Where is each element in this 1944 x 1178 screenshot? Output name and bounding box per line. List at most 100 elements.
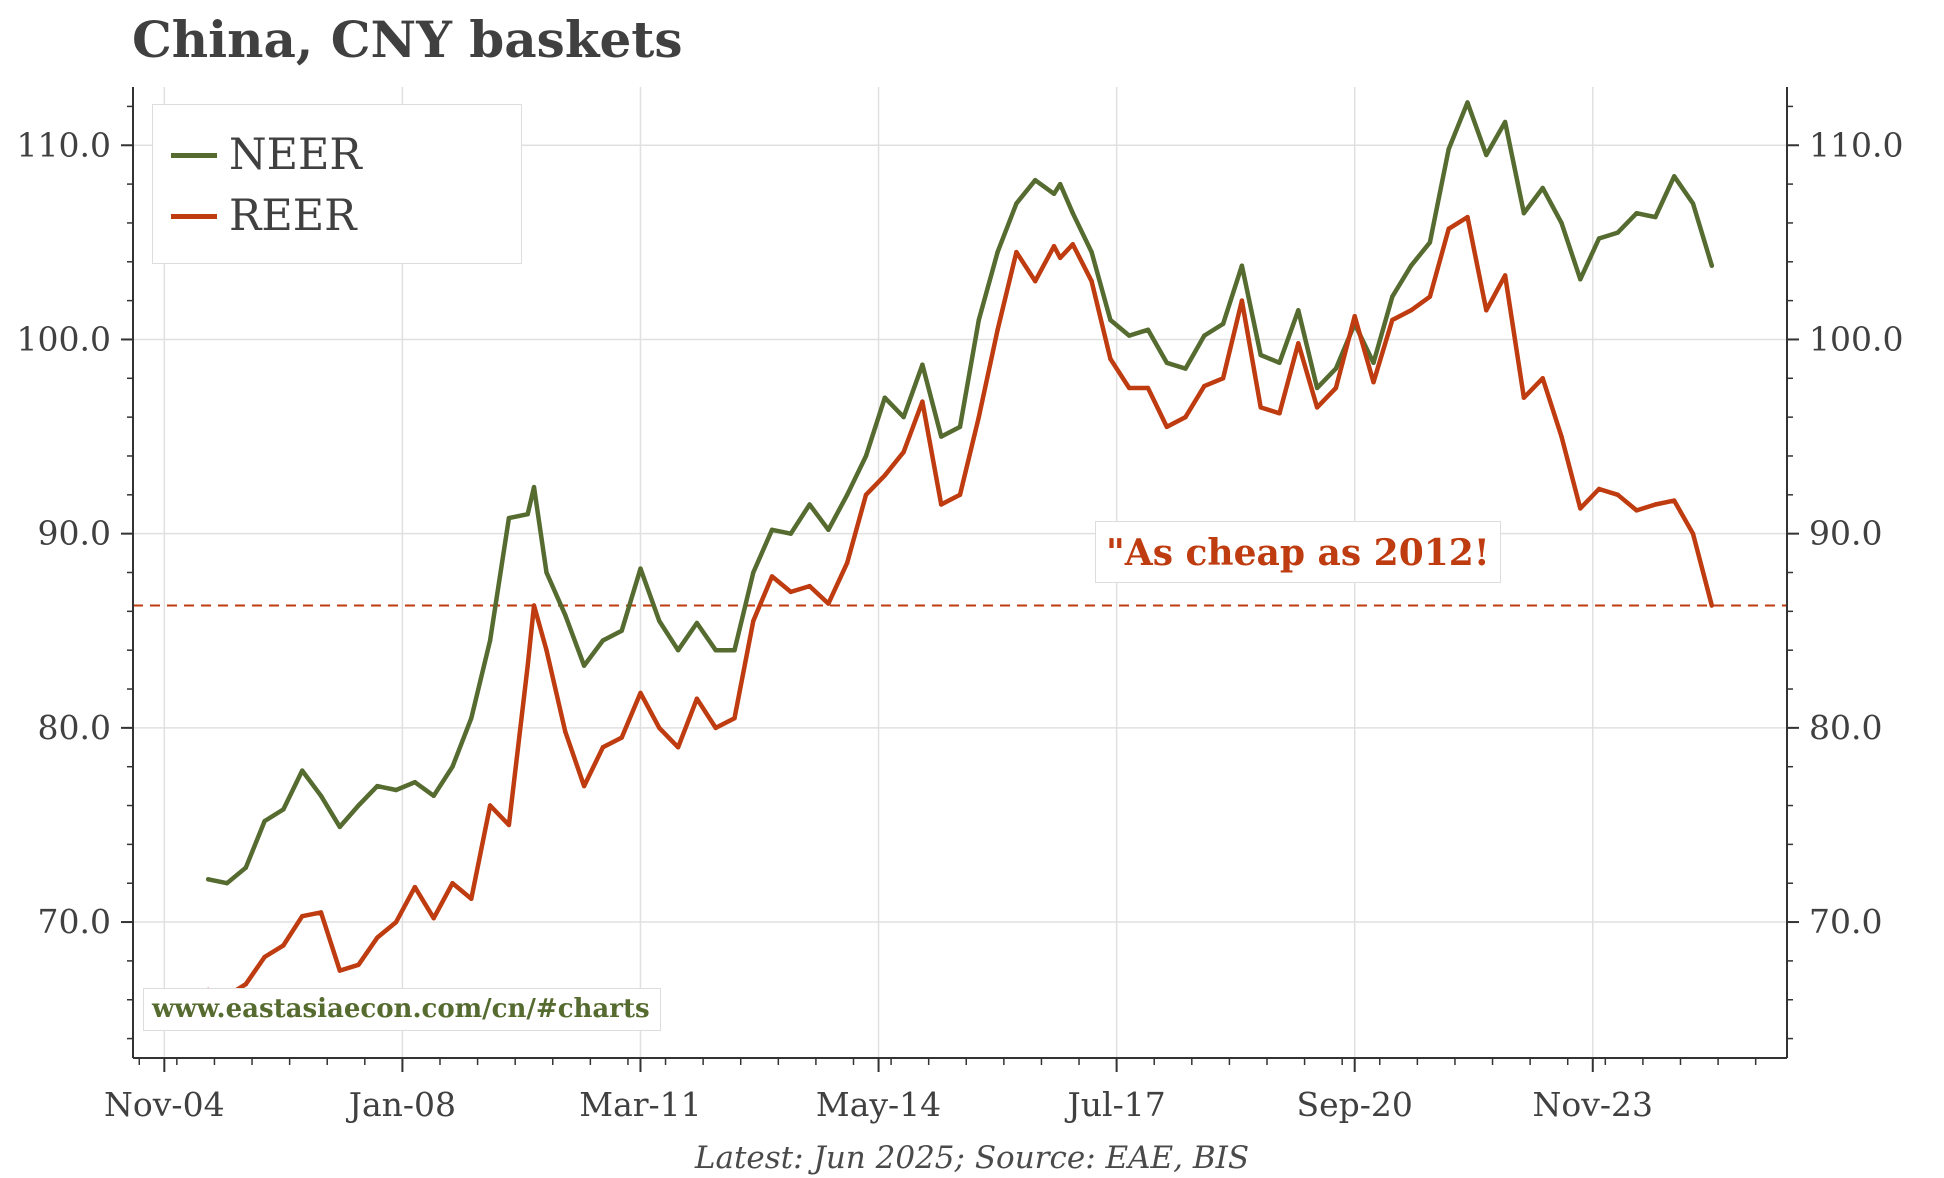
- data-point-reer: [1615, 492, 1621, 497]
- data-point-reer: [1108, 356, 1113, 362]
- data-point-reer: [1390, 317, 1395, 323]
- data-point-reer: [431, 916, 436, 921]
- data-point-reer: [525, 663, 530, 668]
- data-point-reer: [1596, 486, 1602, 492]
- data-point-neer: [788, 531, 793, 536]
- data-point-reer: [1540, 376, 1545, 381]
- data-point-reer: [863, 492, 869, 497]
- data-point-neer: [224, 881, 230, 886]
- data-point-reer: [1127, 385, 1132, 391]
- data-point-neer: [531, 484, 537, 490]
- data-point-reer: [1014, 249, 1019, 255]
- series-layer: [205, 100, 1715, 999]
- data-point-neer: [713, 648, 718, 653]
- data-point-neer: [506, 515, 512, 521]
- data-point-reer: [1258, 405, 1263, 410]
- data-point-neer: [826, 527, 831, 532]
- data-point-neer: [1183, 366, 1188, 371]
- x-tick-label: Nov-04: [104, 1085, 225, 1124]
- data-point-reer: [469, 896, 474, 901]
- data-point-neer: [1502, 119, 1508, 125]
- data-point-reer: [1484, 308, 1489, 313]
- y-tick-label-left: 100.0: [17, 319, 111, 358]
- data-point-reer: [901, 449, 906, 455]
- data-point-reer: [619, 735, 624, 740]
- data-point-reer: [769, 574, 775, 579]
- data-point-neer: [1465, 100, 1470, 105]
- data-point-neer: [431, 793, 436, 798]
- data-point-neer: [1058, 181, 1063, 187]
- x-tick-label: Jul-17: [1065, 1085, 1166, 1124]
- data-point-reer: [281, 943, 286, 948]
- data-point-neer: [487, 638, 493, 643]
- data-point-neer: [1220, 321, 1226, 327]
- data-point-neer: [1145, 327, 1151, 332]
- data-point-reer: [1578, 506, 1583, 511]
- data-point-neer: [1446, 146, 1451, 152]
- chart-legend: NEER REER: [152, 104, 522, 264]
- data-point-neer: [863, 453, 869, 459]
- data-point-neer: [1014, 201, 1019, 206]
- data-point-neer: [995, 249, 1000, 255]
- data-point-neer: [882, 395, 887, 400]
- data-point-reer: [1690, 531, 1696, 536]
- data-point-neer: [356, 803, 361, 808]
- legend-label-neer: NEER: [229, 130, 362, 180]
- data-point-reer: [243, 982, 248, 987]
- data-point-reer: [531, 603, 537, 608]
- x-tick-label: Sep-20: [1297, 1085, 1413, 1124]
- chart-annotation: "As cheap as 2012!: [1095, 521, 1501, 583]
- x-tick-label: Mar-11: [579, 1085, 701, 1124]
- data-point-neer: [1690, 201, 1696, 206]
- data-point-reer: [487, 803, 493, 808]
- data-point-neer: [1634, 211, 1639, 216]
- data-point-reer: [1089, 279, 1094, 284]
- data-point-neer: [1089, 249, 1094, 255]
- data-point-reer: [337, 968, 342, 973]
- data-point-reer: [450, 881, 455, 886]
- data-point-reer: [544, 648, 549, 653]
- data-point-reer: [713, 725, 718, 731]
- data-point-reer: [1183, 414, 1188, 420]
- data-point-neer: [1615, 230, 1621, 235]
- data-point-neer: [1202, 333, 1207, 338]
- data-point-neer: [563, 613, 568, 618]
- data-point-neer: [1427, 240, 1433, 245]
- data-point-reer: [1033, 279, 1038, 284]
- data-point-reer: [1220, 376, 1226, 381]
- data-point-reer: [939, 502, 944, 507]
- data-point-neer: [1408, 263, 1414, 268]
- data-point-neer: [920, 362, 925, 367]
- legend-item-reer: REER: [171, 191, 357, 241]
- y-tick-label-right: 70.0: [1809, 902, 1882, 941]
- y-tick-label-right: 110.0: [1809, 125, 1903, 164]
- data-point-neer: [375, 783, 380, 789]
- data-point-neer: [337, 824, 342, 830]
- legend-swatch-neer: [171, 152, 217, 158]
- website-watermark[interactable]: www.eastasiaecon.com/cn/#charts: [143, 988, 661, 1031]
- data-point-neer: [1333, 366, 1339, 371]
- data-point-reer: [920, 399, 925, 404]
- data-point-reer: [1408, 308, 1414, 313]
- data-point-neer: [1239, 263, 1245, 268]
- data-point-reer: [1427, 294, 1433, 299]
- data-point-reer: [1058, 255, 1063, 261]
- y-tick-label-left: 70.0: [38, 902, 111, 941]
- data-point-reer: [1446, 226, 1451, 231]
- y-tick-label-right: 80.0: [1809, 708, 1882, 747]
- data-point-reer: [1465, 214, 1470, 220]
- data-point-neer: [412, 780, 418, 785]
- data-point-reer: [318, 910, 324, 915]
- data-point-reer: [732, 716, 737, 721]
- data-point-reer: [957, 492, 963, 497]
- data-point-reer: [694, 696, 700, 701]
- data-point-neer: [206, 877, 211, 882]
- data-point-neer: [769, 527, 775, 532]
- data-point-neer: [807, 502, 812, 507]
- y-tick-label-left: 110.0: [17, 125, 111, 164]
- y-tick-label-left: 80.0: [38, 708, 111, 747]
- data-point-neer: [1070, 211, 1076, 216]
- legend-item-neer: NEER: [171, 130, 362, 180]
- data-point-reer: [412, 884, 418, 890]
- data-point-neer: [1653, 214, 1658, 220]
